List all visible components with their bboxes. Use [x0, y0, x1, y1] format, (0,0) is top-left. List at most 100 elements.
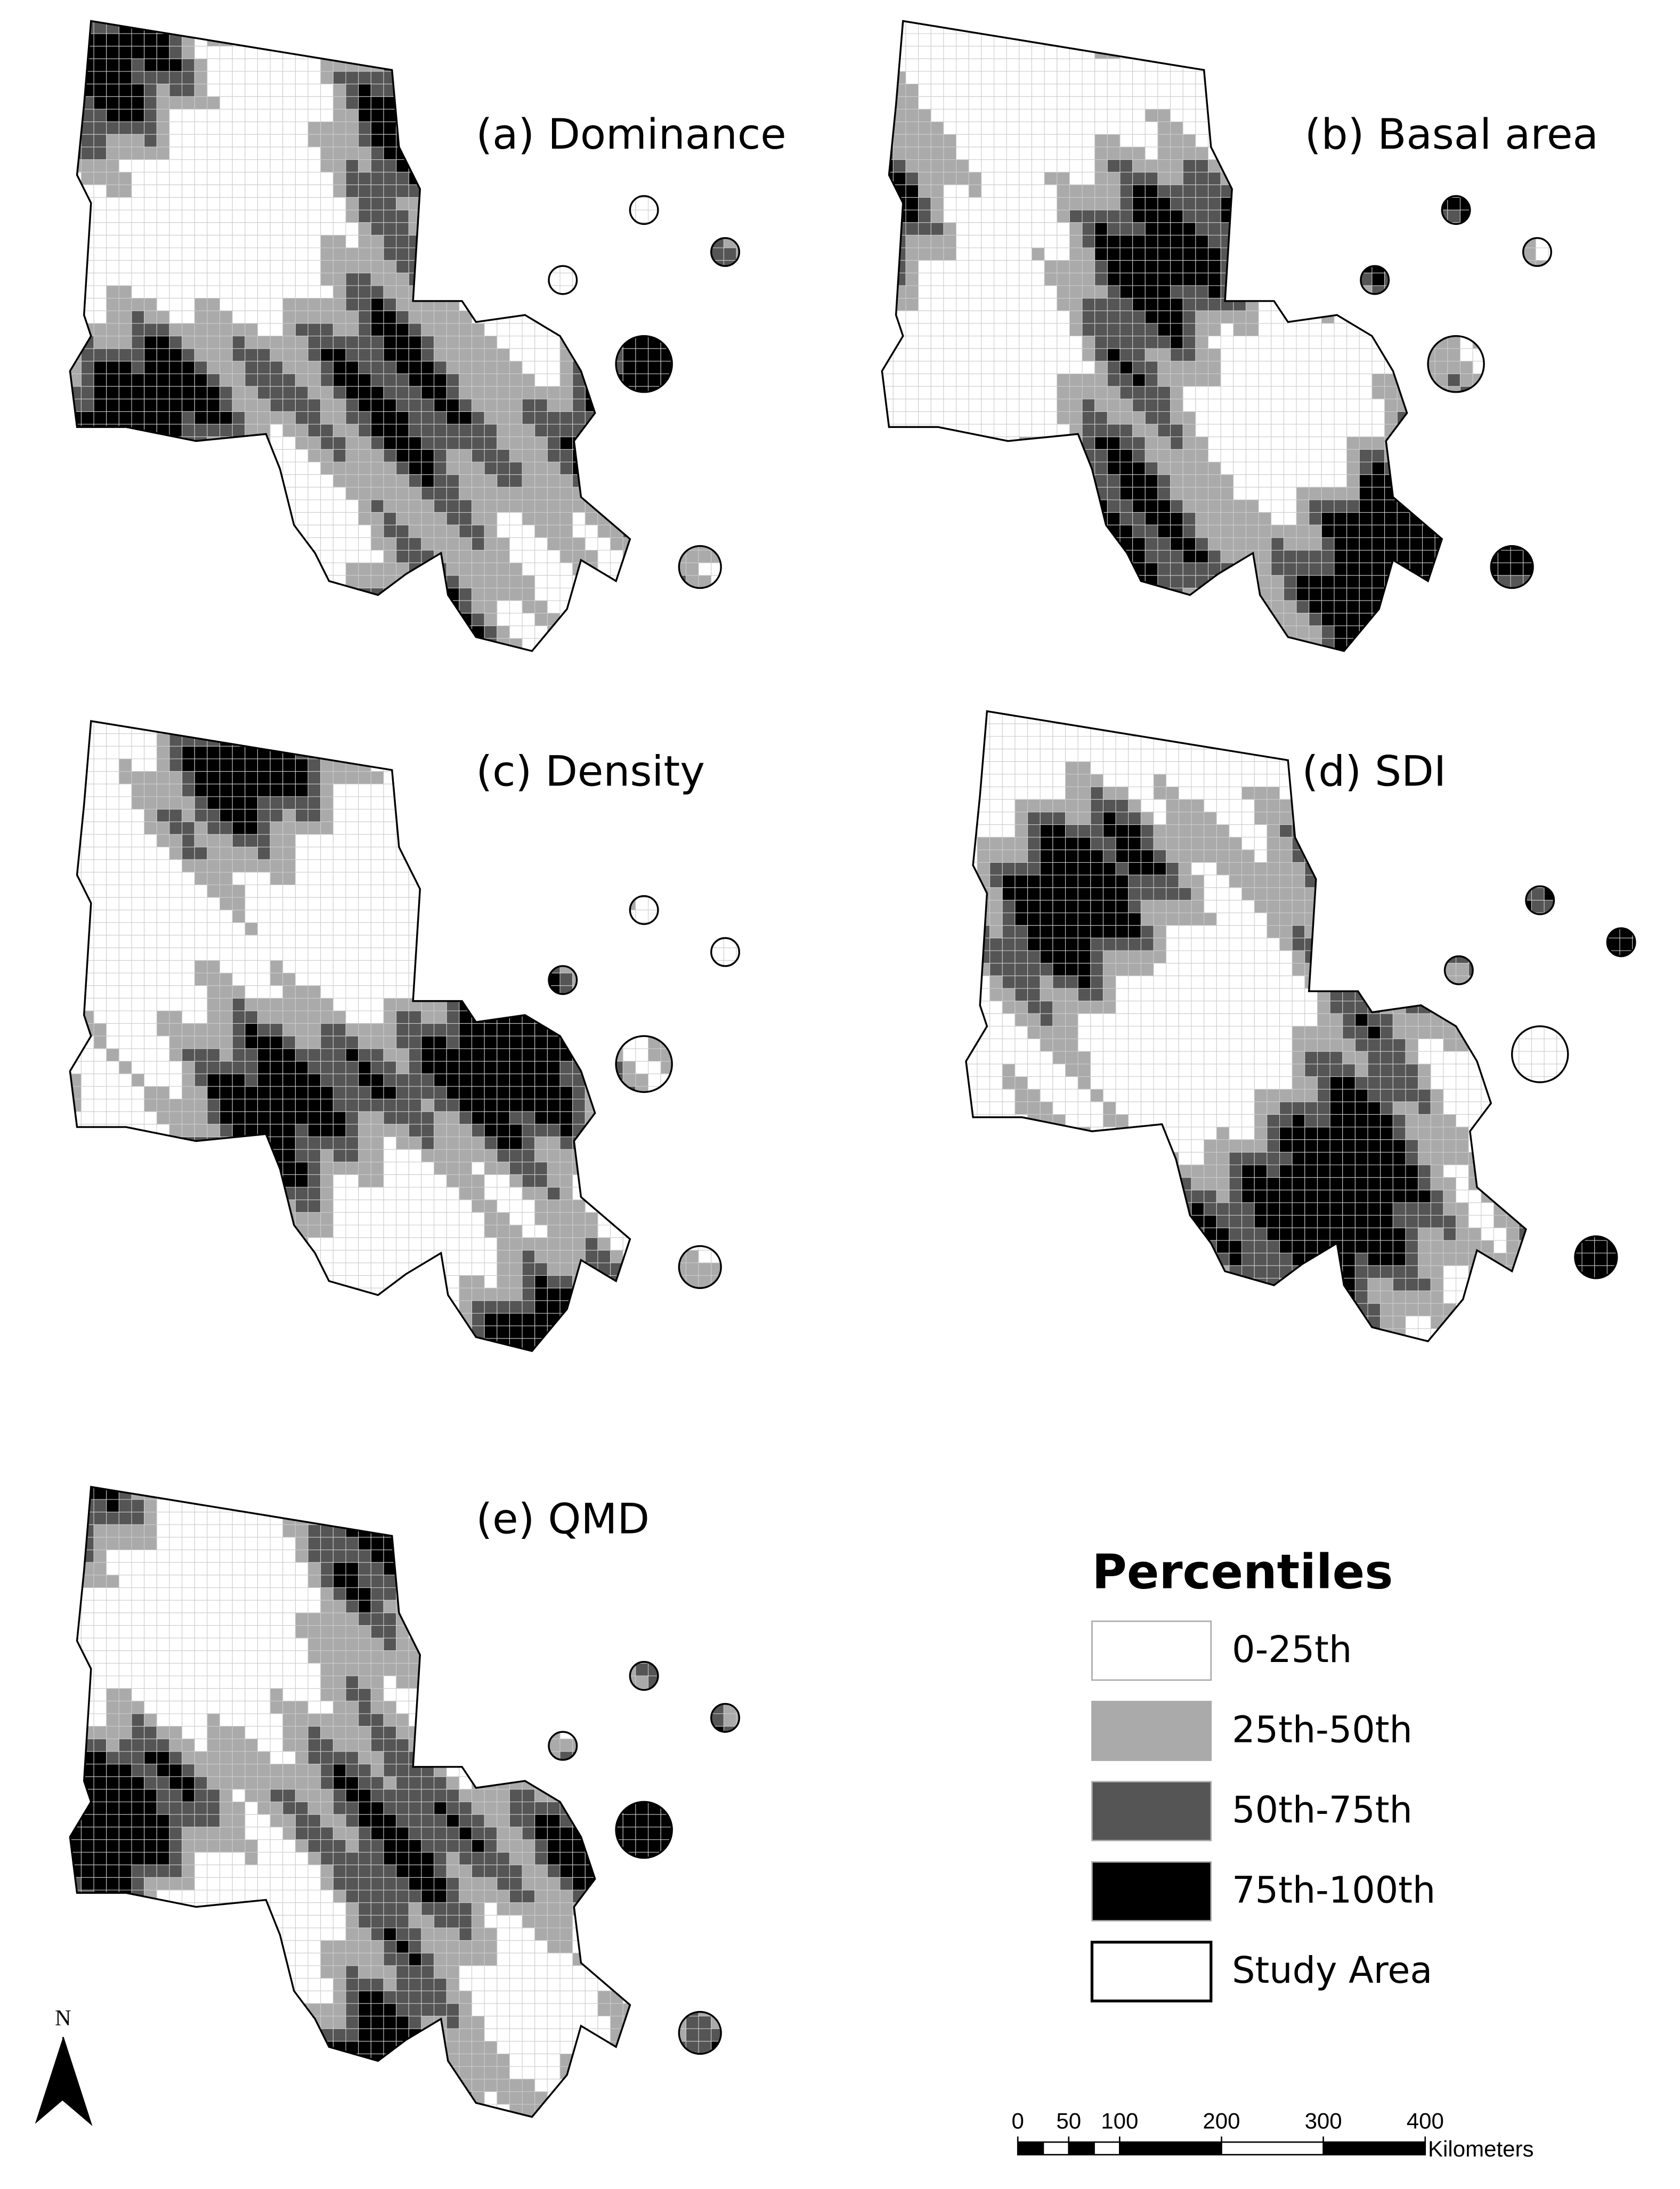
percentile-cell [698, 21, 712, 34]
percentile-cell [892, 449, 906, 463]
percentile-cell [484, 298, 498, 311]
percentile-cell [93, 159, 107, 173]
percentile-cell [1094, 172, 1108, 185]
percentile-cell [711, 399, 724, 412]
percentile-cell [1548, 46, 1552, 59]
percentile-cell [698, 386, 712, 400]
percentile-cell [245, 71, 258, 85]
percentile-cell [408, 461, 422, 475]
percentile-cell [232, 209, 246, 223]
percentile-cell [622, 562, 636, 576]
percentile-cell [446, 260, 460, 273]
percentile-cell [93, 399, 107, 412]
percentile-cell [270, 562, 283, 576]
percentile-cell [1371, 209, 1385, 223]
percentile-cell [1157, 96, 1171, 110]
percentile-cell [1107, 33, 1121, 47]
percentile-cell [1182, 272, 1196, 286]
percentile-cell [930, 109, 944, 123]
percentile-cell [446, 58, 460, 72]
percentile-cell [194, 234, 208, 248]
percentile-cell [169, 247, 183, 261]
percentile-cell [497, 625, 510, 639]
percentile-cell [522, 399, 535, 412]
percentile-cell [207, 575, 221, 589]
percentile-cell [993, 71, 1007, 85]
percentile-cell [56, 626, 69, 638]
percentile-cell [1497, 461, 1511, 475]
percentile-cell [1296, 310, 1310, 324]
percentile-cell [736, 260, 740, 273]
percentile-cell [723, 285, 737, 299]
percentile-cell [1523, 424, 1536, 437]
percentile-cell [1044, 487, 1058, 500]
percentile-cell [1283, 336, 1297, 349]
percentile-cell [1094, 58, 1108, 72]
percentile-cell [1182, 184, 1196, 198]
percentile-cell [345, 386, 359, 400]
percentile-cell [295, 247, 309, 261]
percentile-cell [484, 285, 498, 299]
percentile-cell [194, 625, 208, 639]
percentile-cell [711, 197, 724, 210]
percentile-cell [232, 336, 246, 349]
percentile-cell [282, 134, 296, 148]
percentile-cell [981, 487, 995, 500]
percentile-cell [572, 247, 586, 261]
percentile-cell [447, 651, 459, 664]
percentile-cell [1309, 209, 1322, 223]
percentile-cell [1296, 222, 1310, 236]
percentile-cell [1019, 449, 1032, 463]
percentile-cell [1220, 58, 1234, 72]
percentile-cell [207, 96, 221, 110]
percentile-cell [1031, 298, 1045, 311]
percentile-cell [943, 147, 957, 160]
percentile-cell [1006, 386, 1020, 400]
percentile-cell [1535, 21, 1549, 34]
percentile-cell [1145, 121, 1158, 135]
percentile-cell [459, 134, 473, 148]
percentile-cell [232, 550, 246, 563]
percentile-cell [421, 58, 435, 72]
percentile-cell [698, 58, 712, 72]
percentile-cell [905, 499, 919, 513]
percentile-cell [1170, 147, 1183, 160]
percentile-cell [635, 424, 649, 437]
percentile-cell [547, 638, 561, 651]
percentile-cell [358, 134, 371, 148]
percentile-cell [106, 234, 119, 248]
percentile-cell [270, 651, 283, 664]
percentile-cell [660, 449, 674, 463]
percentile-cell [635, 209, 649, 223]
percentile-cell [648, 71, 661, 85]
percentile-cell [1233, 285, 1246, 299]
percentile-cell [943, 449, 957, 463]
percentile-cell [610, 550, 623, 563]
percentile-cell [993, 209, 1007, 223]
percentile-cell [370, 499, 384, 513]
percentile-cell [270, 209, 283, 223]
percentile-cell [1082, 58, 1095, 72]
percentile-cell [345, 21, 359, 34]
percentile-cell [1497, 234, 1511, 248]
percentile-cell [622, 247, 636, 261]
percentile-cell [245, 172, 258, 185]
percentile-cell [1145, 386, 1158, 400]
percentile-cell [1334, 184, 1348, 198]
percentile-cell [698, 474, 712, 488]
percentile-cell [107, 651, 119, 664]
percentile-cell [968, 58, 982, 72]
percentile-cell [194, 461, 208, 475]
percentile-cell [182, 386, 195, 400]
percentile-cell [446, 336, 460, 349]
percentile-cell [1309, 21, 1322, 34]
percentile-cell [1233, 109, 1246, 123]
percentile-cell [1182, 234, 1196, 248]
percentile-cell [383, 436, 397, 450]
percentile-cell [345, 461, 359, 475]
percentile-cell [282, 587, 296, 601]
percentile-cell [1371, 499, 1385, 513]
percentile-cell [93, 449, 107, 463]
percentile-cell [892, 222, 906, 236]
percentile-cell [1019, 461, 1032, 475]
